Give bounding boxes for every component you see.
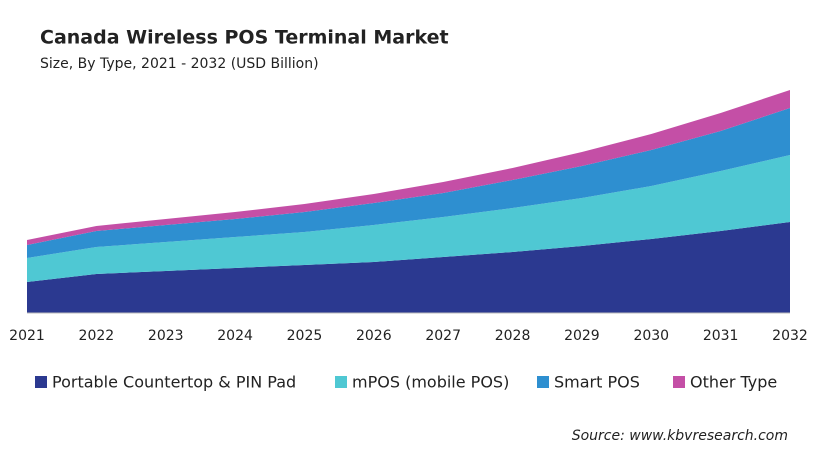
x-tick-label: 2028 bbox=[495, 328, 531, 344]
source: Source: www.kbvresearch.com bbox=[572, 428, 788, 444]
area bbox=[27, 222, 790, 313]
area bbox=[27, 155, 790, 282]
x-tick-label: 2029 bbox=[564, 328, 600, 344]
x-tick-label: 2025 bbox=[287, 328, 323, 344]
legend-label: mPOS (mobile POS) bbox=[352, 373, 509, 392]
x-tick-label: 2022 bbox=[79, 328, 115, 344]
x-tick-label: 2026 bbox=[356, 328, 392, 344]
legend-swatch bbox=[673, 376, 685, 388]
x-tick-label: 2023 bbox=[148, 328, 184, 344]
x-tick-label: 2031 bbox=[703, 328, 739, 344]
chart-subtitle: Size, By Type, 2021 - 2032 (USD Billion) bbox=[40, 56, 319, 72]
legend-label: Portable Countertop & PIN Pad bbox=[52, 373, 296, 392]
legend-swatch bbox=[35, 376, 47, 388]
legend-swatch bbox=[335, 376, 347, 388]
legend-label: Smart POS bbox=[554, 373, 640, 392]
chart-title: Canada Wireless POS Terminal Market bbox=[40, 27, 449, 49]
area bbox=[27, 108, 790, 258]
x-tick-label: 2027 bbox=[425, 328, 461, 344]
x-tick-label: 2024 bbox=[217, 328, 253, 344]
legend-swatch bbox=[537, 376, 549, 388]
x-tick-label: 2021 bbox=[9, 328, 45, 344]
area bbox=[27, 90, 790, 245]
x-tick-label: 2030 bbox=[633, 328, 669, 344]
legend-label: Other Type bbox=[690, 373, 777, 392]
x-tick-label: 2032 bbox=[772, 328, 808, 344]
